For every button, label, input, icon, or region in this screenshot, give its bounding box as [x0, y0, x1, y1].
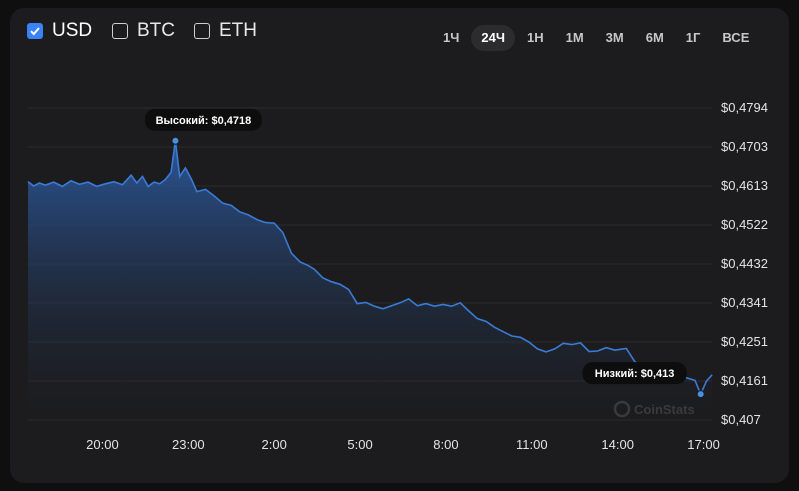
x-tick-label: 17:00	[687, 437, 720, 452]
range-1h-button[interactable]: 1Ч	[443, 30, 460, 45]
x-tick-label: 20:00	[86, 437, 119, 452]
watermark-text: CoinStats	[634, 402, 695, 417]
usd-label: USD	[52, 20, 93, 41]
eth-label: ETH	[219, 20, 257, 41]
x-tick-label: 8:00	[433, 437, 458, 452]
btc-label: BTC	[137, 20, 175, 41]
y-tick-label: $0,4161	[721, 373, 768, 388]
high-marker	[171, 136, 180, 145]
y-tick-label: $0,4341	[721, 295, 768, 310]
x-tick-label: 11:00	[516, 437, 548, 452]
low-tooltip	[582, 362, 687, 385]
y-tick-label: $0,4432	[721, 256, 768, 271]
range-24h-button[interactable]: 24Ч	[471, 25, 515, 51]
btc-checkbox[interactable]	[112, 23, 128, 39]
range-1w-button[interactable]: 1Н	[526, 30, 544, 45]
range-1y-button[interactable]: 1Г	[685, 30, 701, 45]
high-tooltip	[145, 108, 262, 131]
x-tick-label: 23:00	[172, 437, 205, 452]
high-tooltip-text: Высокий: $0,4718	[156, 115, 252, 127]
currency-btc-toggle[interactable]: BTC	[112, 20, 175, 42]
low-tooltip-text: Низкий: $0,413	[595, 368, 675, 380]
low-marker	[696, 390, 705, 399]
x-tick-label: 14:00	[601, 437, 634, 452]
y-tick-label: $0,4703	[721, 139, 768, 154]
coinstats-logo-icon	[613, 400, 631, 418]
high-low-markers: Высокий: $0,4718 Низкий: $0,413	[145, 108, 705, 399]
price-line	[27, 140, 713, 397]
x-tick-label: 2:00	[262, 437, 287, 452]
currency-usd-toggle[interactable]: USD	[27, 20, 92, 42]
y-tick-label: $0,407	[721, 412, 761, 427]
x-tick-label: 5:00	[347, 437, 372, 452]
check-icon	[30, 27, 40, 36]
y-tick-label: $0,4251	[721, 334, 768, 349]
y-tick-label: $0,4794	[721, 100, 768, 115]
range-selector: 1Ч 24Ч 1Н 1М 3М 6М 1Г ВСЕ	[433, 25, 761, 51]
range-all-button[interactable]: ВСЕ	[722, 30, 750, 45]
y-tick-label: $0,4613	[721, 178, 768, 193]
range-3m-button[interactable]: 3М	[605, 30, 624, 45]
y-axis-labels: $0,4794 $0,4703 $0,4613 $0,4522 $0,4432 $0,43…	[721, 100, 768, 427]
y-tick-label: $0,4522	[721, 217, 768, 232]
coinstats-watermark: CoinStats	[613, 400, 695, 418]
eth-checkbox[interactable]	[194, 23, 210, 39]
range-1m-button[interactable]: 1М	[565, 30, 584, 45]
range-6m-button[interactable]: 6М	[645, 30, 664, 45]
currency-eth-toggle[interactable]: ETH	[194, 20, 257, 42]
x-axis-labels: 20:00 23:00 2:00 5:00 8:00 11:00 14:00 17:00	[86, 437, 720, 452]
usd-checkbox[interactable]	[27, 23, 43, 39]
